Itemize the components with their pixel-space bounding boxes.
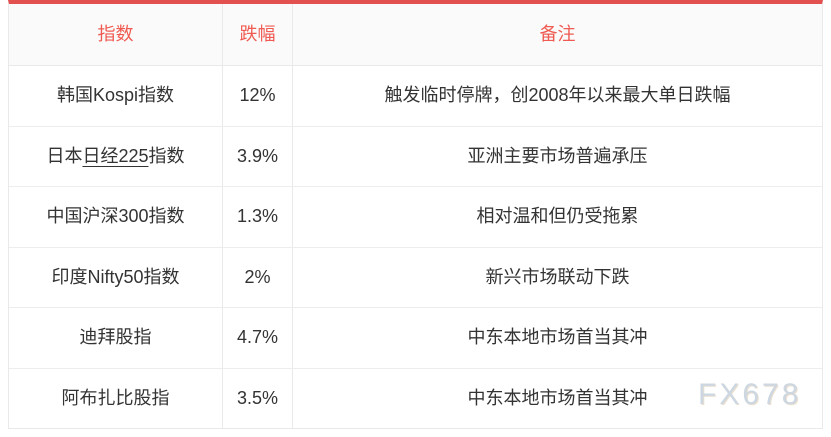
- note-cell: 新兴市场联动下跌: [485, 266, 630, 287]
- note-cell: 触发临时停牌，创2008年以来最大单日跌幅: [384, 85, 731, 106]
- index-text-part: 中国沪深300指数: [46, 206, 185, 227]
- table-row: 阿布扎比股指 3.5% 中东本地市场首当其冲: [9, 368, 822, 428]
- index-text-part: 日本: [46, 145, 83, 166]
- index-name-cell: 阿布扎比股指: [9, 368, 223, 428]
- index-name-cell: 日本日经225指数: [9, 126, 223, 186]
- decline-value-cell: 3.5%: [223, 368, 293, 428]
- header-index: 指数: [9, 4, 223, 65]
- index-underlined-text: 日经225: [82, 145, 149, 166]
- market-decline-table: 指数 跌幅 备注 韩国Kospi指数 12% 触发临时停牌，创2008年以来最大单日…: [8, 0, 823, 429]
- note-cell: 中东本地市场首当其冲: [467, 327, 648, 348]
- index-name-text: 日本日经225指数: [46, 144, 184, 169]
- index-name-text: 阿布扎比股指: [62, 386, 170, 411]
- decline-value-cell: 12%: [223, 66, 293, 126]
- index-name-text: 印度Nifty50指数: [51, 265, 179, 290]
- header-decline: 跌幅: [223, 4, 293, 65]
- index-name-cell: 印度Nifty50指数: [9, 247, 223, 307]
- index-name-cell: 韩国Kospi指数: [9, 66, 223, 126]
- header-note: 备注: [539, 23, 576, 44]
- index-text-part: 印度Nifty50指数: [51, 266, 180, 287]
- watermark-fx678: FX678: [698, 378, 802, 411]
- index-text-part: 韩国Kospi指数: [56, 85, 175, 106]
- index-text-part: 阿布扎比股指: [61, 387, 170, 408]
- decline-value-cell: 2%: [223, 247, 293, 307]
- table-row: 韩国Kospi指数 12% 触发临时停牌，创2008年以来最大单日跌幅: [9, 66, 822, 127]
- index-name-text: 中国沪深300指数: [46, 204, 184, 229]
- table-row: 迪拜股指 4.7% 中东本地市场首当其冲: [9, 308, 822, 369]
- note-cell: 亚洲主要市场普遍承压: [467, 145, 648, 166]
- table-row: 中国沪深300指数 1.3% 相对温和但仍受拖累: [9, 187, 822, 248]
- table-row: 日本日经225指数 3.9% 亚洲主要市场普遍承压: [9, 126, 822, 187]
- table-header-row: 指数 跌幅 备注: [9, 4, 822, 66]
- index-text-part: 指数: [148, 145, 185, 166]
- index-name-cell: 迪拜股指: [9, 308, 223, 368]
- index-name-cell: 中国沪深300指数: [9, 187, 223, 247]
- table-row: 印度Nifty50指数 2% 新兴市场联动下跌: [9, 247, 822, 308]
- table-body: 韩国Kospi指数 12% 触发临时停牌，创2008年以来最大单日跌幅日本日经225…: [9, 66, 822, 428]
- decline-value-cell: 4.7%: [223, 308, 293, 368]
- decline-value-cell: 3.9%: [223, 126, 293, 186]
- note-cell: 相对温和但仍受拖累: [476, 206, 639, 227]
- index-name-text: 迪拜股指: [80, 325, 152, 350]
- decline-value-cell: 1.3%: [223, 187, 293, 247]
- index-name-text: 韩国Kospi指数: [57, 83, 174, 108]
- note-cell: 中东本地市场首当其冲: [467, 387, 648, 408]
- index-text-part: 迪拜股指: [79, 327, 152, 348]
